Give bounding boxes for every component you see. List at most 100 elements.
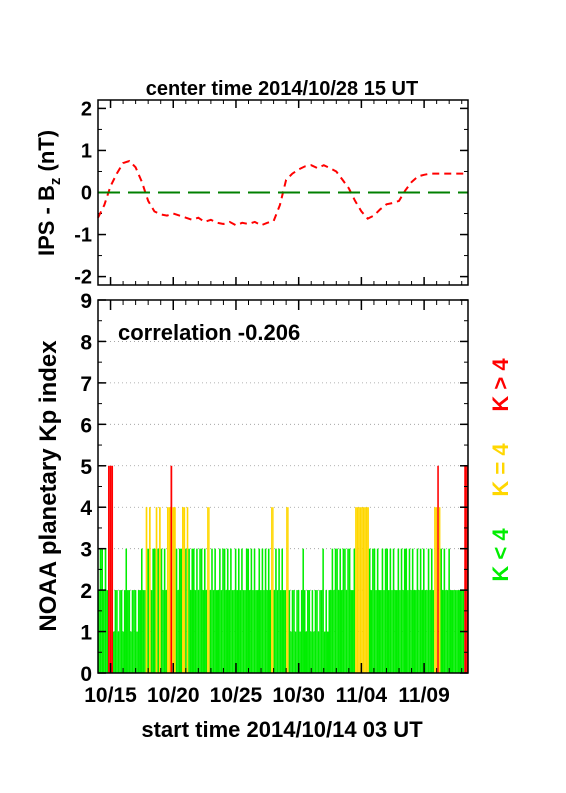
kp-bar — [388, 590, 390, 673]
kp-bar — [104, 548, 107, 673]
kp-bar — [423, 548, 425, 673]
kp-bar — [454, 590, 457, 673]
kp-bar — [160, 548, 163, 673]
kp-bar — [405, 548, 408, 673]
kp-bar — [403, 548, 406, 673]
top-y-tick-label: 0 — [81, 183, 92, 205]
kp-bar — [208, 507, 210, 673]
kp-bar — [157, 548, 160, 673]
kp-bar — [392, 548, 395, 673]
top-chart-title: center time 2014/10/28 15 UT — [146, 78, 418, 100]
kp-bar — [159, 507, 161, 673]
kp-bar — [333, 590, 335, 673]
kp-bar — [202, 590, 204, 673]
kp-bar — [453, 590, 455, 673]
kp-bar — [266, 590, 268, 673]
kp-bar — [239, 590, 242, 673]
kp-bar — [367, 507, 369, 673]
kp-bar — [353, 548, 356, 673]
top-y-tick-label: 1 — [81, 140, 92, 162]
kp-bar — [220, 590, 223, 673]
kp-bar — [211, 548, 213, 673]
bottom-y-tick-label: 4 — [80, 497, 92, 520]
kp-bar — [316, 590, 318, 673]
kp-bar — [212, 590, 215, 673]
kp-bar — [188, 548, 190, 673]
kp-bar — [128, 590, 131, 673]
kp-bar — [299, 631, 301, 673]
kp-bar — [276, 590, 279, 673]
kp-bar — [113, 631, 115, 673]
kp-bar — [348, 548, 351, 673]
kp-bar — [287, 507, 289, 673]
kp-bar — [134, 590, 137, 673]
kp-bar — [225, 590, 227, 673]
kp-bar — [223, 548, 226, 673]
kp-bar — [416, 548, 419, 673]
kp-bar — [123, 590, 126, 673]
correlation-annotation: correlation -0.206 — [118, 320, 300, 345]
kp-bar — [317, 631, 320, 673]
kp-bar — [355, 507, 357, 673]
kp-bar — [155, 507, 158, 673]
kp-bar — [278, 548, 280, 673]
bottom-y-tick-label: 8 — [80, 331, 92, 354]
top-ylabel-sub: z — [47, 178, 64, 186]
kp-bar — [291, 590, 294, 673]
kp-bar — [261, 548, 264, 673]
kp-bar — [311, 590, 314, 673]
kp-bar — [109, 465, 112, 673]
kp-bar — [372, 548, 374, 673]
kp-bar — [244, 590, 246, 673]
kp-bar — [263, 590, 265, 673]
kp-bar — [286, 507, 288, 673]
kp-bar — [305, 631, 308, 673]
kp-bar — [154, 548, 156, 673]
kp-bar — [269, 590, 272, 673]
kp-bar — [457, 590, 460, 673]
kp-bar — [297, 590, 300, 673]
bottom-x-tick-label: 11/09 — [398, 684, 449, 707]
kp-bar — [418, 590, 420, 673]
kp-bar — [440, 548, 442, 673]
kp-bar — [350, 590, 352, 673]
kp-bar — [283, 590, 285, 673]
bottom-y-tick-label: 6 — [80, 414, 92, 437]
kp-bar — [302, 548, 304, 673]
bottom-y-tick-label: 5 — [80, 456, 92, 479]
kp-bar — [336, 548, 338, 673]
kp-bar — [314, 590, 317, 673]
kp-bar — [320, 590, 323, 673]
kp-bar — [168, 507, 171, 673]
kp-bar — [127, 590, 129, 673]
kp-bar — [303, 590, 306, 673]
kp-bar — [180, 548, 183, 673]
kp-bar — [331, 548, 334, 673]
kp-bar — [290, 631, 292, 673]
kp-bar — [424, 590, 427, 673]
kp-bar — [131, 590, 134, 673]
kp-bar — [252, 590, 254, 673]
kp-bar — [170, 465, 173, 673]
kp-bar — [163, 548, 166, 673]
kp-bar — [219, 548, 221, 673]
kp-bar — [386, 548, 388, 673]
kp-bar — [186, 507, 189, 673]
kp-bar — [308, 590, 311, 673]
kp-bar — [432, 590, 435, 673]
top-y-tick-label: -1 — [74, 225, 92, 247]
legend: K < 4 K = 4 K > 4 — [488, 358, 513, 582]
kp-bar — [362, 507, 365, 673]
kp-bar — [342, 548, 345, 673]
bottom-x-tick-label: 11/04 — [336, 684, 388, 707]
kp-bar — [451, 590, 454, 673]
kp-bar — [293, 590, 295, 673]
kp-bar — [427, 548, 430, 673]
kp-bar — [438, 507, 441, 673]
kp-bar — [361, 507, 363, 673]
kp-bar — [253, 548, 256, 673]
bottom-y-tick-label: 2 — [80, 580, 92, 603]
top-ylabel-main: IPS - B — [34, 185, 59, 256]
kp-bar — [400, 548, 403, 673]
